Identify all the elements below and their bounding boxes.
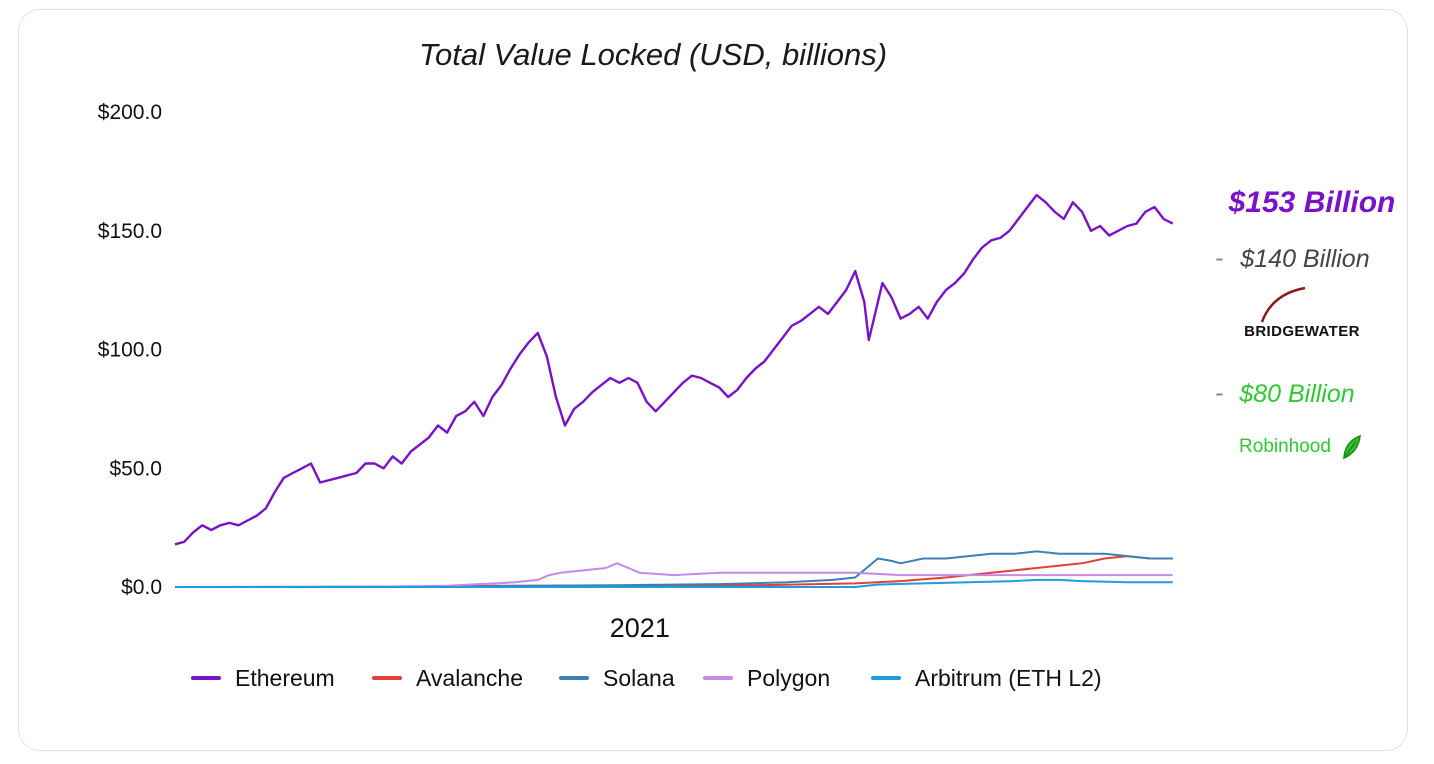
chart-card <box>18 9 1408 751</box>
legend-label: Ethereum <box>235 665 335 691</box>
y-tick-label: $150.0 <box>98 220 162 243</box>
series-line-avalanche <box>175 555 1173 588</box>
series-line-polygon <box>175 562 1173 588</box>
legend-item-avalanche[interactable]: Avalanche <box>372 665 523 691</box>
robinhood-feather-icon <box>1343 434 1361 460</box>
robinhood-logo: Robinhood <box>1239 436 1331 457</box>
legend-item-ethereum[interactable]: Ethereum <box>191 665 335 691</box>
legend-item-solana[interactable]: Solana <box>559 665 675 691</box>
legend-label: Arbitrum (ETH L2) <box>915 665 1102 691</box>
series-line-solana <box>174 550 1173 588</box>
legend-item-polygon[interactable]: Polygon <box>703 665 830 691</box>
x-axis: 2021 <box>610 613 670 643</box>
legend-label: Solana <box>603 665 675 691</box>
legend-label: Polygon <box>747 665 830 691</box>
bridgewater-logo: BRIDGEWATER <box>1244 323 1360 340</box>
robinhood-value-annotation: $80 Billion <box>1238 380 1354 408</box>
legend: Ethereum Avalanche Solana Polygon Arbitrum (… <box>191 665 1102 691</box>
y-tick-label: $0.0 <box>121 576 162 599</box>
robinhood-tick-mark: - <box>1215 379 1223 407</box>
y-axis: $0.0 $50.0 $100.0 $150.0 $200.0 <box>98 101 162 599</box>
bridgewater-value-annotation: $140 Billion <box>1239 245 1369 273</box>
legend-item-arbitrum-eth-l2[interactable]: Arbitrum (ETH L2) <box>871 665 1102 691</box>
ethereum-value-annotation: $153 Billion <box>1228 186 1396 219</box>
x-tick-label: 2021 <box>610 613 670 643</box>
chart-title: Total Value Locked (USD, billions) <box>419 37 887 72</box>
series-lines <box>174 193 1174 588</box>
series-line-arbitrum-eth-l2 <box>175 578 1173 588</box>
y-tick-label: $100.0 <box>98 339 162 362</box>
bridgewater-tick-mark: - <box>1215 244 1223 272</box>
legend-label: Avalanche <box>416 665 523 691</box>
bridgewater-logo-icon <box>1260 286 1306 323</box>
y-tick-label: $50.0 <box>109 457 162 480</box>
series-line-ethereum <box>174 193 1174 546</box>
y-tick-label: $200.0 <box>98 101 162 124</box>
